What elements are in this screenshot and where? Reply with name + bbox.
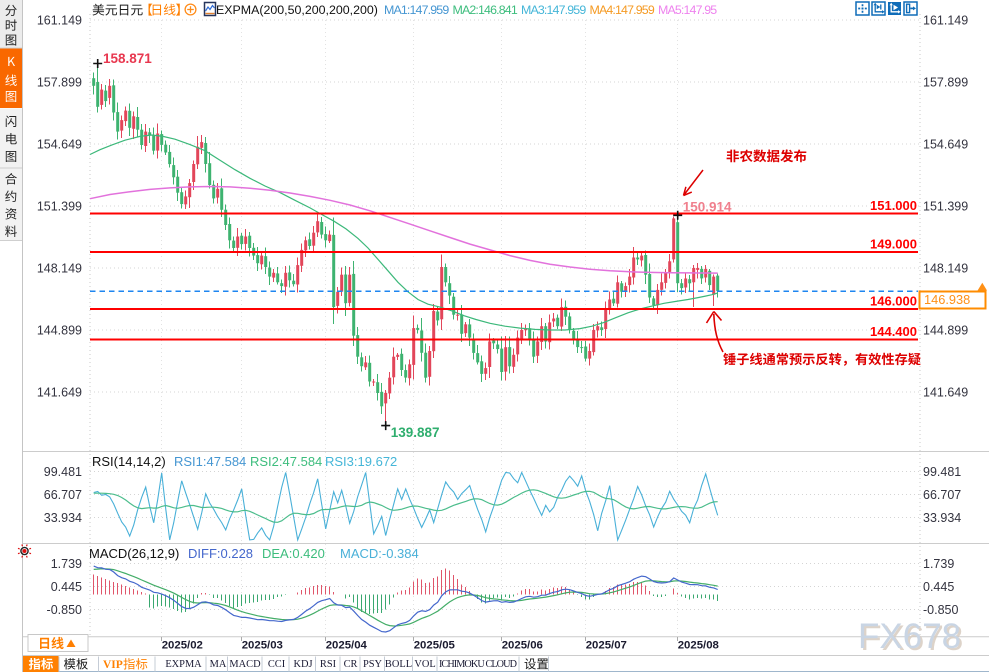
svg-text:144.899: 144.899 bbox=[37, 324, 82, 338]
svg-text:RSI2:47.584: RSI2:47.584 bbox=[250, 454, 322, 469]
svg-text:-0.850: -0.850 bbox=[923, 603, 958, 617]
svg-text:161.149: 161.149 bbox=[37, 14, 82, 28]
svg-text:33.934: 33.934 bbox=[923, 511, 961, 525]
svg-text:141.649: 141.649 bbox=[37, 386, 82, 400]
svg-text:EXPMA: EXPMA bbox=[165, 659, 202, 670]
svg-text:151.399: 151.399 bbox=[923, 200, 968, 214]
svg-text:ICHIMOKU CLOUD: ICHIMOKU CLOUD bbox=[439, 659, 517, 670]
svg-text:154.649: 154.649 bbox=[923, 138, 968, 152]
svg-text:2025/03: 2025/03 bbox=[242, 639, 283, 651]
svg-text:RSI3:19.672: RSI3:19.672 bbox=[325, 454, 397, 469]
svg-text:2025/04: 2025/04 bbox=[326, 639, 368, 651]
svg-text:66.707: 66.707 bbox=[44, 488, 82, 502]
svg-text:144.899: 144.899 bbox=[923, 324, 968, 338]
svg-text:1.739: 1.739 bbox=[923, 557, 954, 571]
svg-text:2025/02: 2025/02 bbox=[162, 639, 203, 651]
svg-text:KDJ: KDJ bbox=[293, 659, 312, 670]
svg-text:33.934: 33.934 bbox=[44, 511, 82, 525]
svg-text:1.739: 1.739 bbox=[51, 557, 82, 571]
svg-text:66.707: 66.707 bbox=[923, 488, 961, 502]
svg-text:-0.850: -0.850 bbox=[47, 603, 82, 617]
svg-text:MA4:147.959: MA4:147.959 bbox=[590, 3, 655, 17]
svg-text:141.649: 141.649 bbox=[923, 386, 968, 400]
svg-text:99.481: 99.481 bbox=[44, 465, 82, 479]
svg-text:157.899: 157.899 bbox=[37, 76, 82, 90]
svg-text:MACD(26,12,9): MACD(26,12,9) bbox=[89, 546, 179, 561]
svg-text:148.149: 148.149 bbox=[37, 262, 82, 276]
svg-text:150.914: 150.914 bbox=[683, 200, 732, 215]
svg-text:149.000: 149.000 bbox=[870, 236, 917, 251]
svg-text:DIFF:0.228: DIFF:0.228 bbox=[188, 546, 253, 561]
svg-text:0.445: 0.445 bbox=[51, 580, 82, 594]
svg-text:MA: MA bbox=[210, 659, 227, 670]
svg-text:99.481: 99.481 bbox=[923, 465, 961, 479]
svg-text:VOL: VOL bbox=[414, 659, 435, 670]
svg-text:157.899: 157.899 bbox=[923, 76, 968, 90]
svg-text:161.149: 161.149 bbox=[923, 14, 968, 28]
svg-text:MA5:147.95: MA5:147.95 bbox=[658, 3, 717, 17]
svg-text:DEA:0.420: DEA:0.420 bbox=[262, 546, 325, 561]
svg-text:CR: CR bbox=[344, 659, 358, 670]
svg-text:151.399: 151.399 bbox=[37, 200, 82, 214]
svg-text:154.649: 154.649 bbox=[37, 138, 82, 152]
svg-text:BOLL: BOLL bbox=[385, 659, 412, 670]
svg-text:158.871: 158.871 bbox=[103, 51, 152, 66]
svg-text:MA3:147.959: MA3:147.959 bbox=[521, 3, 586, 17]
svg-text:146.000: 146.000 bbox=[870, 294, 917, 309]
svg-text:148.149: 148.149 bbox=[923, 262, 968, 276]
svg-text:RSI(14,14,2): RSI(14,14,2) bbox=[92, 454, 166, 469]
svg-text:146.938: 146.938 bbox=[924, 292, 970, 307]
svg-text:2025/06: 2025/06 bbox=[502, 639, 543, 651]
svg-text:CCI: CCI bbox=[268, 659, 286, 670]
svg-text:144.400: 144.400 bbox=[870, 324, 917, 339]
svg-text:FX678: FX678 bbox=[858, 617, 961, 656]
svg-text:PSY: PSY bbox=[363, 659, 383, 670]
svg-text:RSI: RSI bbox=[320, 659, 337, 670]
svg-text:MA1:147.959: MA1:147.959 bbox=[384, 3, 449, 17]
svg-text:RSI1:47.584: RSI1:47.584 bbox=[174, 454, 246, 469]
svg-text:151.000: 151.000 bbox=[870, 198, 917, 213]
svg-text:2025/08: 2025/08 bbox=[678, 639, 719, 651]
svg-text:2025/05: 2025/05 bbox=[414, 639, 456, 651]
svg-text:139.887: 139.887 bbox=[391, 425, 440, 440]
svg-text:MACD: MACD bbox=[229, 659, 261, 670]
svg-text:2025/07: 2025/07 bbox=[586, 639, 627, 651]
svg-text:MACD:-0.384: MACD:-0.384 bbox=[340, 546, 419, 561]
svg-text:MA2:146.841: MA2:146.841 bbox=[453, 3, 518, 17]
svg-text:EXPMA(200,50,200,200,200): EXPMA(200,50,200,200,200) bbox=[216, 3, 378, 17]
svg-text:VIP: VIP bbox=[103, 659, 123, 671]
svg-text:FX678: FX678 bbox=[860, 619, 963, 658]
svg-text:0.445: 0.445 bbox=[923, 580, 954, 594]
